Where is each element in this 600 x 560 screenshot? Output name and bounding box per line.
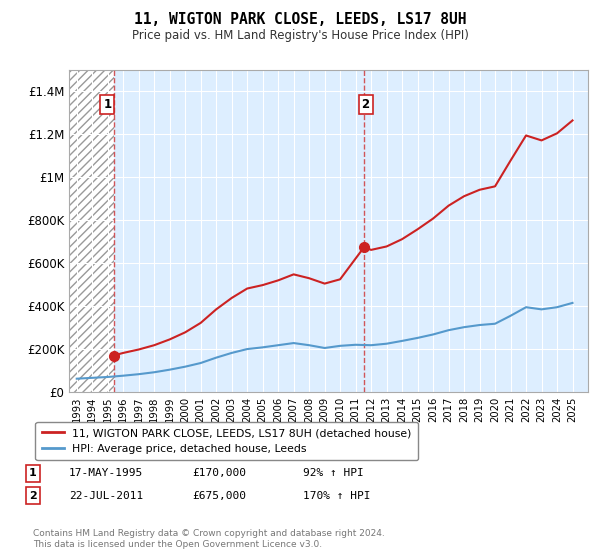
Text: £170,000: £170,000: [192, 468, 246, 478]
Text: £675,000: £675,000: [192, 491, 246, 501]
Bar: [69, 70, 113, 392]
Text: 11, WIGTON PARK CLOSE, LEEDS, LS17 8UH: 11, WIGTON PARK CLOSE, LEEDS, LS17 8UH: [134, 12, 466, 27]
Text: 17-MAY-1995: 17-MAY-1995: [69, 468, 143, 478]
Legend: 11, WIGTON PARK CLOSE, LEEDS, LS17 8UH (detached house), HPI: Average price, det: 11, WIGTON PARK CLOSE, LEEDS, LS17 8UH (…: [35, 422, 418, 460]
Text: 2: 2: [362, 98, 370, 111]
Text: Price paid vs. HM Land Registry's House Price Index (HPI): Price paid vs. HM Land Registry's House …: [131, 29, 469, 42]
Text: 1: 1: [29, 468, 37, 478]
Text: 2: 2: [29, 491, 37, 501]
Text: 170% ↑ HPI: 170% ↑ HPI: [303, 491, 371, 501]
Text: 1: 1: [103, 98, 112, 111]
Text: 22-JUL-2011: 22-JUL-2011: [69, 491, 143, 501]
Text: Contains HM Land Registry data © Crown copyright and database right 2024.
This d: Contains HM Land Registry data © Crown c…: [33, 529, 385, 549]
Text: 92% ↑ HPI: 92% ↑ HPI: [303, 468, 364, 478]
